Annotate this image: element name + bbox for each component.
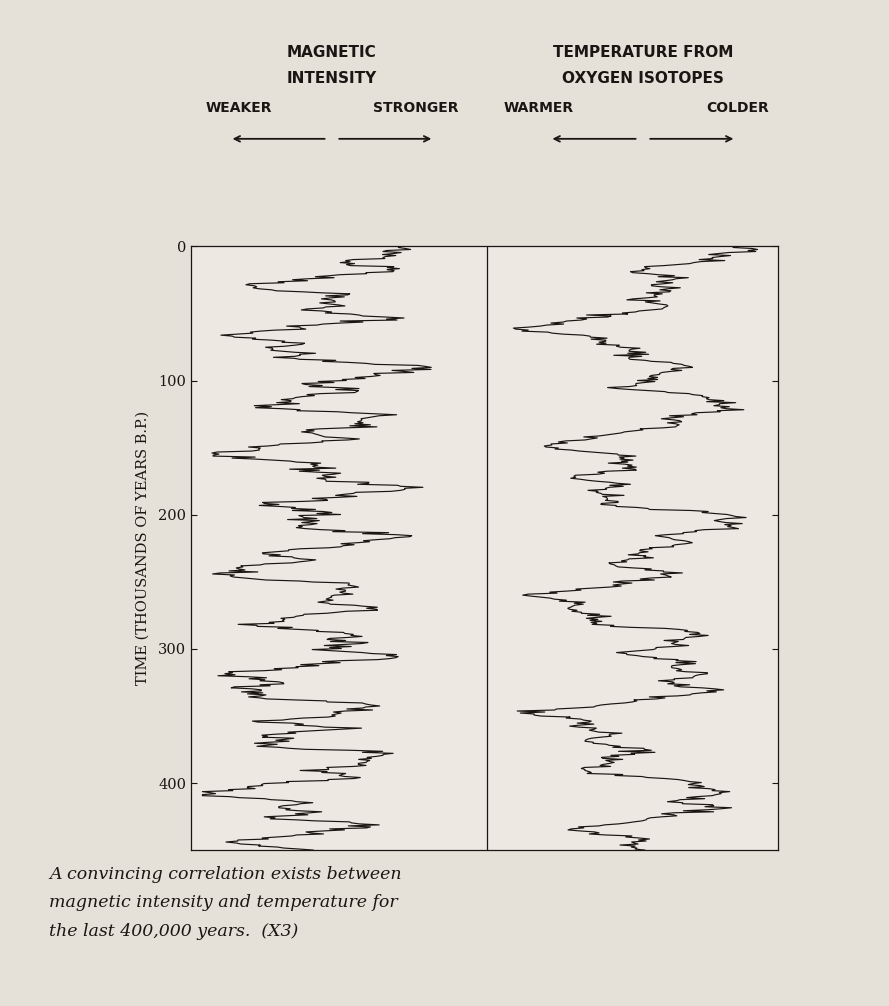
Text: OXYGEN ISOTOPES: OXYGEN ISOTOPES (562, 70, 724, 86)
Text: STRONGER: STRONGER (372, 101, 458, 115)
Y-axis label: TIME (THOUSANDS OF YEARS B.P.): TIME (THOUSANDS OF YEARS B.P.) (136, 411, 150, 685)
Text: MAGNETIC: MAGNETIC (287, 45, 377, 60)
Text: A convincing correlation exists between: A convincing correlation exists between (49, 866, 402, 883)
Text: TEMPERATURE FROM: TEMPERATURE FROM (553, 45, 733, 60)
Text: WARMER: WARMER (503, 101, 573, 115)
Text: INTENSITY: INTENSITY (287, 70, 377, 86)
Text: COLDER: COLDER (706, 101, 769, 115)
Text: magnetic intensity and temperature for: magnetic intensity and temperature for (49, 894, 397, 911)
Text: the last 400,000 years.  (X3): the last 400,000 years. (X3) (49, 923, 298, 940)
Text: WEAKER: WEAKER (206, 101, 272, 115)
